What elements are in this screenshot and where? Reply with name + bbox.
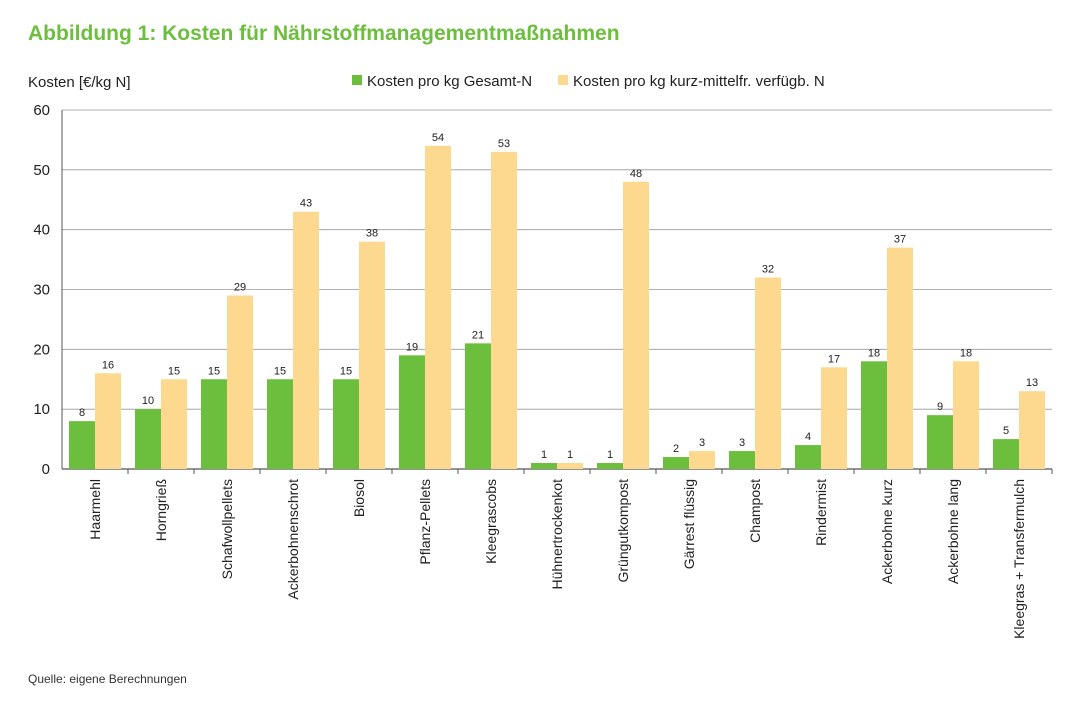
category-label: Rindermist: [813, 479, 829, 546]
bar: [227, 295, 253, 469]
bar: [399, 355, 425, 469]
category-label: Ackerbohne lang: [945, 479, 961, 584]
data-label: 3: [739, 437, 745, 449]
legend: Kosten pro kg Gesamt-N Kosten pro kg kurz…: [352, 73, 825, 90]
y-tick-labels: 0 10 20 30 40 50 60: [33, 102, 50, 478]
data-label: 16: [102, 359, 114, 371]
category-label: Grüngutkompost: [615, 479, 631, 583]
data-label: 1: [607, 449, 613, 461]
bar: [69, 421, 95, 469]
bar: [293, 211, 319, 469]
y-tick-label: 50: [33, 162, 50, 179]
data-label: 2: [673, 443, 679, 455]
category-label: Horngrieß: [153, 479, 169, 541]
data-label: 13: [1026, 377, 1038, 389]
bar: [689, 451, 715, 469]
category-label: Gärrest flüssig: [681, 479, 697, 569]
bar: [531, 463, 557, 469]
bar: [425, 145, 451, 469]
y-tick-label: 40: [33, 222, 50, 239]
data-label: 38: [366, 228, 378, 240]
bar: [1019, 391, 1045, 469]
data-label: 48: [630, 168, 642, 180]
bar: [359, 241, 385, 469]
category-label: Pflanz-Pellets: [417, 479, 433, 565]
data-label: 10: [142, 395, 154, 407]
bar: [887, 247, 913, 469]
data-label: 32: [762, 264, 774, 276]
data-label: 17: [828, 353, 840, 365]
category-label: Ackerbohne kurz: [879, 479, 895, 584]
data-label: 18: [960, 347, 972, 359]
category-label: Schafwollpellets: [219, 479, 235, 579]
y-tick-label: 20: [33, 341, 50, 358]
legend-entry: Kosten pro kg kurz-mittelfr. verfügb. N: [573, 73, 825, 90]
bar: [755, 277, 781, 469]
category-label: Champost: [747, 479, 763, 543]
data-label: 37: [894, 234, 906, 246]
category-label: Biosol: [351, 479, 367, 517]
bars: 8 16 10 15 15 29 15 43 15 38 19 54 21 53 1 1 1 48 2 3 3 32 4 17…: [69, 132, 1045, 470]
source-note: Quelle: eigene Berechnungen: [28, 672, 187, 686]
bar: [491, 151, 517, 469]
legend-swatch: [558, 75, 568, 85]
data-label: 15: [168, 365, 180, 377]
y-axis-label: Kosten [€/kg N]: [28, 74, 131, 91]
bar: [821, 367, 847, 469]
bar: [201, 379, 227, 469]
data-label: 15: [208, 365, 220, 377]
data-label: 3: [699, 437, 705, 449]
y-tick-label: 60: [33, 102, 50, 119]
bar: [161, 379, 187, 469]
bar: [597, 463, 623, 469]
legend-swatch: [352, 75, 362, 85]
bar: [95, 373, 121, 469]
category-label: Haarmehl: [87, 479, 103, 540]
data-label: 18: [868, 347, 880, 359]
bar: [663, 457, 689, 469]
bar: [465, 343, 491, 469]
y-tick-label: 30: [33, 282, 50, 299]
bar: [993, 439, 1019, 469]
y-tick-label: 0: [42, 461, 50, 478]
category-label: Ackerbohnenschrot: [285, 479, 301, 600]
data-label: 19: [406, 341, 418, 353]
data-label: 5: [1003, 425, 1009, 437]
y-tick-label: 10: [33, 401, 50, 418]
bar: [729, 451, 755, 469]
data-label: 4: [805, 431, 811, 443]
category-label: Kleegrascobs: [483, 479, 499, 564]
data-label: 21: [472, 329, 484, 341]
data-label: 43: [300, 198, 312, 210]
bar: [135, 409, 161, 469]
bar: [795, 445, 821, 469]
data-label: 9: [937, 401, 943, 413]
data-label: 29: [234, 281, 246, 293]
bar: [267, 379, 293, 469]
data-label: 15: [274, 365, 286, 377]
legend-entry: Kosten pro kg Gesamt-N: [367, 73, 532, 90]
category-label: Kleegras + Transfermulch: [1011, 479, 1027, 639]
category-label: Hühnertrockenkot: [549, 479, 565, 590]
bar: [557, 463, 583, 469]
bar: [623, 181, 649, 470]
bar: [333, 379, 359, 469]
data-label: 54: [432, 132, 444, 144]
data-label: 1: [567, 449, 573, 461]
category-labels: Haarmehl Horngrieß Schafwollpellets Ackerbo…: [87, 479, 1027, 639]
figure-title: Abbildung 1: Kosten für Nährstoffmanagem…: [28, 22, 620, 45]
data-label: 53: [498, 138, 510, 150]
data-label: 15: [340, 365, 352, 377]
bar: [953, 361, 979, 469]
bar: [861, 361, 887, 469]
data-label: 1: [541, 449, 547, 461]
bar: [927, 415, 953, 469]
data-label: 8: [79, 407, 85, 419]
